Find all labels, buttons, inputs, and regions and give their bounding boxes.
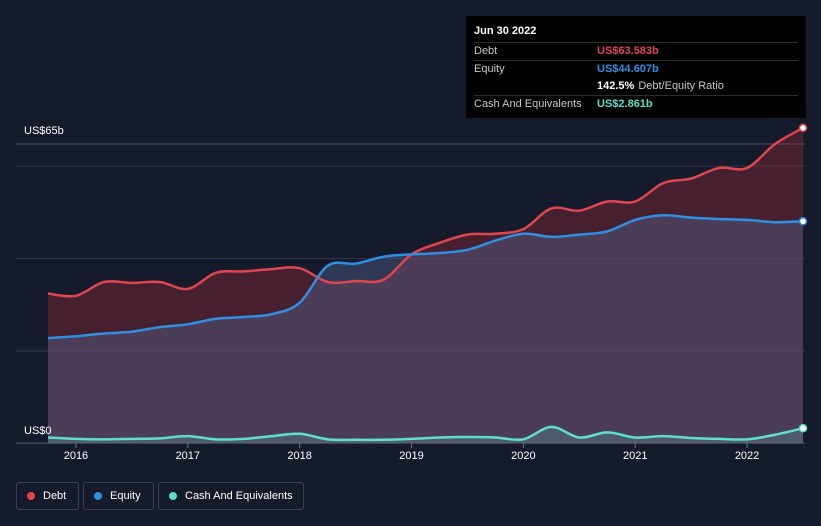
legend-cash-dot-icon	[169, 492, 177, 500]
x-tick-label: 2021	[622, 450, 648, 462]
tooltip-equity-value: US$44.607b	[597, 63, 659, 75]
x-tick-label: 2020	[511, 450, 536, 462]
legend-debt-label: Debt	[43, 490, 67, 502]
equity-line	[47, 214, 804, 340]
tooltip-date: Jun 30 2022	[474, 25, 537, 37]
x-tick-label: 2018	[287, 450, 312, 462]
y-axis-top-label: US$65b	[24, 125, 64, 137]
tooltip-ratio-value: 142.5%	[597, 80, 635, 92]
legend-equity-label: Equity	[110, 490, 141, 502]
tooltip-ratio-label: Debt/Equity Ratio	[638, 80, 724, 92]
legend-equity-dot-icon	[94, 492, 102, 500]
end-markers	[798, 123, 808, 433]
tooltip-equity-row: Equity US$44.607b	[474, 60, 798, 78]
tooltip-ratio-spacer	[474, 78, 597, 95]
equity-area	[48, 215, 803, 443]
debt-area	[48, 127, 803, 444]
x-tick-label: 2019	[399, 450, 424, 462]
y-axis-bottom-label: US$0	[24, 425, 52, 437]
debt-end-marker	[798, 123, 808, 133]
debt-line	[47, 126, 804, 298]
tooltip-debt-row: Debt US$63.583b	[474, 42, 798, 60]
x-tick-label: 2016	[63, 450, 89, 462]
tooltip: Jun 30 2022 Debt US$63.583b Equity US$44…	[466, 16, 806, 118]
tooltip-equity-label: Equity	[474, 63, 505, 75]
legend-equity[interactable]: Equity	[83, 482, 154, 510]
equity-end-marker	[798, 217, 808, 226]
series-lines	[47, 126, 804, 442]
series-areas	[48, 127, 803, 444]
tooltip-debt-value: US$63.583b	[597, 45, 659, 57]
cash-line	[47, 425, 804, 442]
legend-cash[interactable]: Cash And Equivalents	[158, 482, 304, 510]
cash-area	[48, 426, 803, 443]
tooltip-debt-label: Debt	[474, 45, 498, 57]
legend-debt[interactable]: Debt	[16, 482, 79, 510]
legend-cash-label: Cash And Equivalents	[185, 490, 293, 502]
tooltip-ratio-row: 142.5% Debt/Equity Ratio	[474, 78, 798, 95]
cash-end-marker	[798, 424, 808, 433]
tooltip-cash-label: Cash And Equivalents	[474, 98, 582, 110]
grid-lines	[16, 143, 805, 448]
legend-debt-dot-icon	[27, 492, 35, 500]
x-tick-label: 2017	[175, 450, 201, 462]
x-tick-label: 2022	[734, 450, 760, 462]
tooltip-cash-row: Cash And Equivalents US$2.861b	[474, 95, 798, 113]
tooltip-cash-value: US$2.861b	[597, 98, 653, 110]
